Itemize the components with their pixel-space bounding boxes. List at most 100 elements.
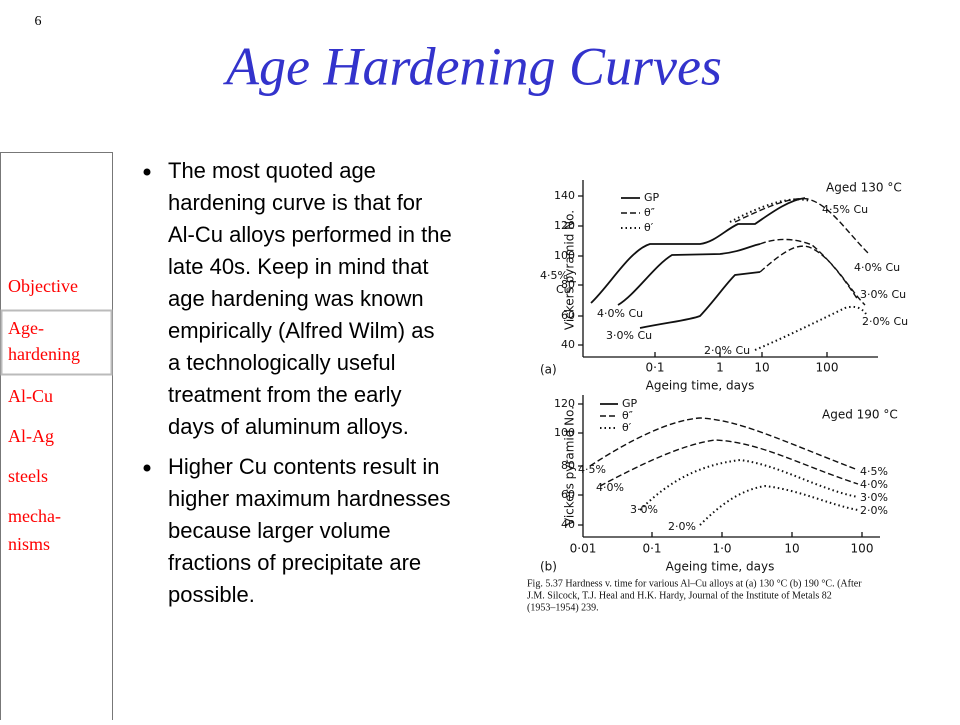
x-tick-label: 1·0: [712, 542, 731, 556]
curve: [590, 197, 806, 304]
curve: [759, 238, 859, 301]
nav-highlight: [0, 309, 113, 376]
bullet-line: fractions of precipitate are: [168, 550, 421, 575]
y-tick-label: 80: [561, 459, 575, 472]
curve-annotation: 4·0%: [596, 481, 624, 494]
bullet-line: The most quoted age: [168, 158, 376, 183]
y-tick-label: 60: [561, 309, 575, 322]
curve-annotation: 2·0%: [668, 520, 696, 533]
axes: [582, 180, 878, 358]
bullet-dot: [143, 464, 151, 472]
curve-annotation: 4·5%: [860, 465, 888, 478]
bullet-line: treatment from the early: [168, 382, 402, 407]
x-axis-label: Ageing time, days: [646, 379, 755, 393]
x-tick-label: 1: [716, 361, 724, 375]
nav-item: Age-: [8, 318, 44, 338]
bullet-line: higher maximum hardnesses: [168, 486, 450, 511]
legend-label: θ″: [622, 409, 633, 422]
figure-caption: J.M. Silcock, T.J. Heal and H.K. Hardy, …: [527, 590, 832, 601]
curve-annotation: 3·0%: [630, 503, 658, 516]
x-tick-label: 0·1: [645, 361, 664, 375]
curve-annotation: 3·0% Cu: [860, 288, 906, 301]
curve-annotation: 4·5% Cu: [822, 203, 868, 216]
nav-item: Al-Cu: [8, 386, 53, 406]
figure: Vickers pyramid No. 140 120 100 80 60 40 0·1 1 10…: [527, 180, 908, 613]
curve-annotation: 3·0% Cu: [606, 329, 652, 342]
curve-annotation: 2·0%: [860, 504, 888, 517]
curve: [639, 271, 761, 329]
ticks: [578, 195, 828, 357]
curve-annotation: 2·0% Cu: [704, 344, 750, 357]
x-tick-label: 10: [784, 542, 799, 556]
bullet-dot: [143, 168, 151, 176]
legend-label: GP: [644, 191, 660, 204]
slide-number: 6: [35, 14, 42, 29]
bullet-line: empirically (Alfred Wilm) as: [168, 318, 434, 343]
x-tick-label: 100: [851, 542, 874, 556]
curve-annotation: 2·0% Cu: [862, 315, 908, 328]
slide-title: Age Hardening Curves: [223, 36, 722, 96]
legend-label: θ′: [622, 421, 632, 434]
bullet-line: late 40s. Keep in mind that: [168, 254, 429, 279]
curve-annotation: 4·0% Cu: [597, 307, 643, 320]
nav-item: Objective: [8, 276, 78, 296]
bullet-line: possible.: [168, 582, 255, 607]
y-tick-label: 40: [561, 518, 575, 531]
y-axis-label: Vickers pyramid No.: [563, 406, 577, 526]
curve: [639, 458, 859, 511]
y-tick-label: 140: [554, 189, 575, 202]
bullet-line: hardening curve is that for: [168, 190, 422, 215]
nav-item: Al-Ag: [8, 426, 54, 446]
nav-item: nisms: [8, 534, 50, 554]
y-tick-label: 100: [554, 426, 575, 439]
curve-annotation: Cu: [556, 283, 571, 296]
y-tick-label: 120: [554, 397, 575, 410]
bullet-line: age hardening was known: [168, 286, 424, 311]
bullet-line: days of aluminum alloys.: [168, 414, 409, 439]
x-tick-label: 100: [816, 361, 839, 375]
x-tick-label: 0·01: [570, 542, 597, 556]
nav-item: mecha-: [8, 506, 61, 526]
curve: [754, 305, 867, 351]
nav-item: steels: [8, 466, 48, 486]
curve-annotation: 4·5%: [540, 269, 568, 282]
condition-label: Aged 190 °C: [822, 408, 898, 422]
bullet-line: because larger volume: [168, 518, 391, 543]
curve: [699, 484, 859, 526]
y-tick-label: 60: [561, 488, 575, 501]
legend-label: θ″: [644, 206, 655, 219]
bullet-line: Higher Cu contents result in: [168, 454, 439, 479]
legend-label: GP: [622, 397, 638, 410]
ticks: [578, 403, 863, 537]
curve: [589, 417, 859, 471]
curve: [729, 198, 811, 223]
nav-item: hardening: [8, 344, 80, 364]
curve: [599, 439, 859, 487]
curve-annotation: 4·0%: [860, 478, 888, 491]
curve: [734, 197, 871, 256]
y-tick-label: 40: [561, 338, 575, 351]
bullet-line: Al-Cu alloys performed in the: [168, 222, 452, 247]
y-axis-label: Vickers pyramid No.: [563, 210, 577, 330]
curve-annotation: 4·5%: [578, 463, 606, 476]
y-tick-label: 120: [554, 219, 575, 232]
x-tick-label: 10: [754, 361, 769, 375]
legend-label: θ′: [644, 221, 654, 234]
condition-label: Aged 130 °C: [826, 181, 902, 195]
y-tick-label: 80: [561, 278, 575, 291]
figure-caption: (1953–1954) 239.: [527, 602, 599, 613]
panel-label: (a): [540, 363, 557, 377]
x-tick-label: 0·1: [642, 542, 661, 556]
y-tick-label: 100: [554, 249, 575, 262]
bullet-line: a technologically useful: [168, 350, 395, 375]
curve: [617, 243, 761, 306]
x-axis-label: Ageing time, days: [666, 560, 775, 574]
panel-label: (b): [540, 560, 557, 574]
figure-caption: Fig. 5.37 Hardness v. time for various A…: [527, 578, 862, 589]
curve: [759, 245, 866, 306]
nav: Objective Age-hardening Al-Cu Al-Ag steels me…: [8, 276, 80, 554]
curve-annotation: 4·0% Cu: [854, 261, 900, 274]
curve-annotation: 3·0%: [860, 491, 888, 504]
